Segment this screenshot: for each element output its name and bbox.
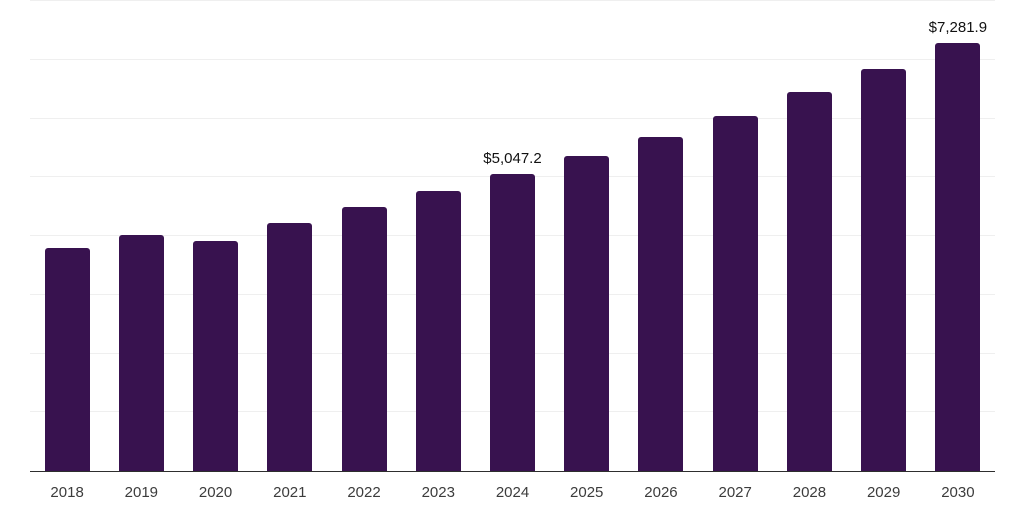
bar-2020 [193, 240, 239, 471]
bar-2026 [638, 136, 684, 471]
bar-2024 [490, 174, 535, 471]
bar-2025 [564, 156, 610, 471]
bar-2028 [786, 92, 832, 471]
x-tick-label-2026: 2026 [644, 484, 678, 501]
value-label-2024: $5,047.2 [483, 150, 542, 168]
gridline-6000 [30, 117, 995, 119]
bar-2019 [118, 234, 164, 471]
x-tick-label-2024: 2024 [495, 484, 530, 501]
bar-2021 [267, 223, 313, 471]
bar-2022 [341, 206, 387, 471]
bar-2027 [712, 116, 758, 471]
bar-2030 [935, 43, 981, 471]
x-tick-label-2018: 2018 [50, 484, 84, 501]
plot-area: $5,047.2 $7,281.9 [30, 0, 995, 472]
x-tick-label-2028: 2028 [792, 484, 827, 501]
gridline-8000 [30, 0, 995, 1]
bar-2029 [861, 68, 907, 471]
x-tick-label-2029: 2029 [866, 484, 901, 501]
x-tick-label-2030: 2030 [941, 484, 975, 501]
x-tick-label-2021: 2021 [273, 484, 307, 501]
x-tick-label-2023: 2023 [421, 484, 455, 501]
x-tick-label-2020: 2020 [198, 484, 233, 501]
value-label-2030: $7,281.9 [928, 19, 988, 37]
x-tick-label-2027: 2027 [718, 484, 752, 501]
x-tick-label-2025: 2025 [570, 484, 604, 501]
gridline-7000 [30, 58, 995, 60]
x-tick-label-2022: 2022 [347, 484, 381, 501]
x-axis-line [30, 470, 995, 472]
bar-2023 [415, 190, 461, 471]
bar-2018 [44, 247, 90, 471]
x-tick-label-2019: 2019 [124, 484, 159, 501]
